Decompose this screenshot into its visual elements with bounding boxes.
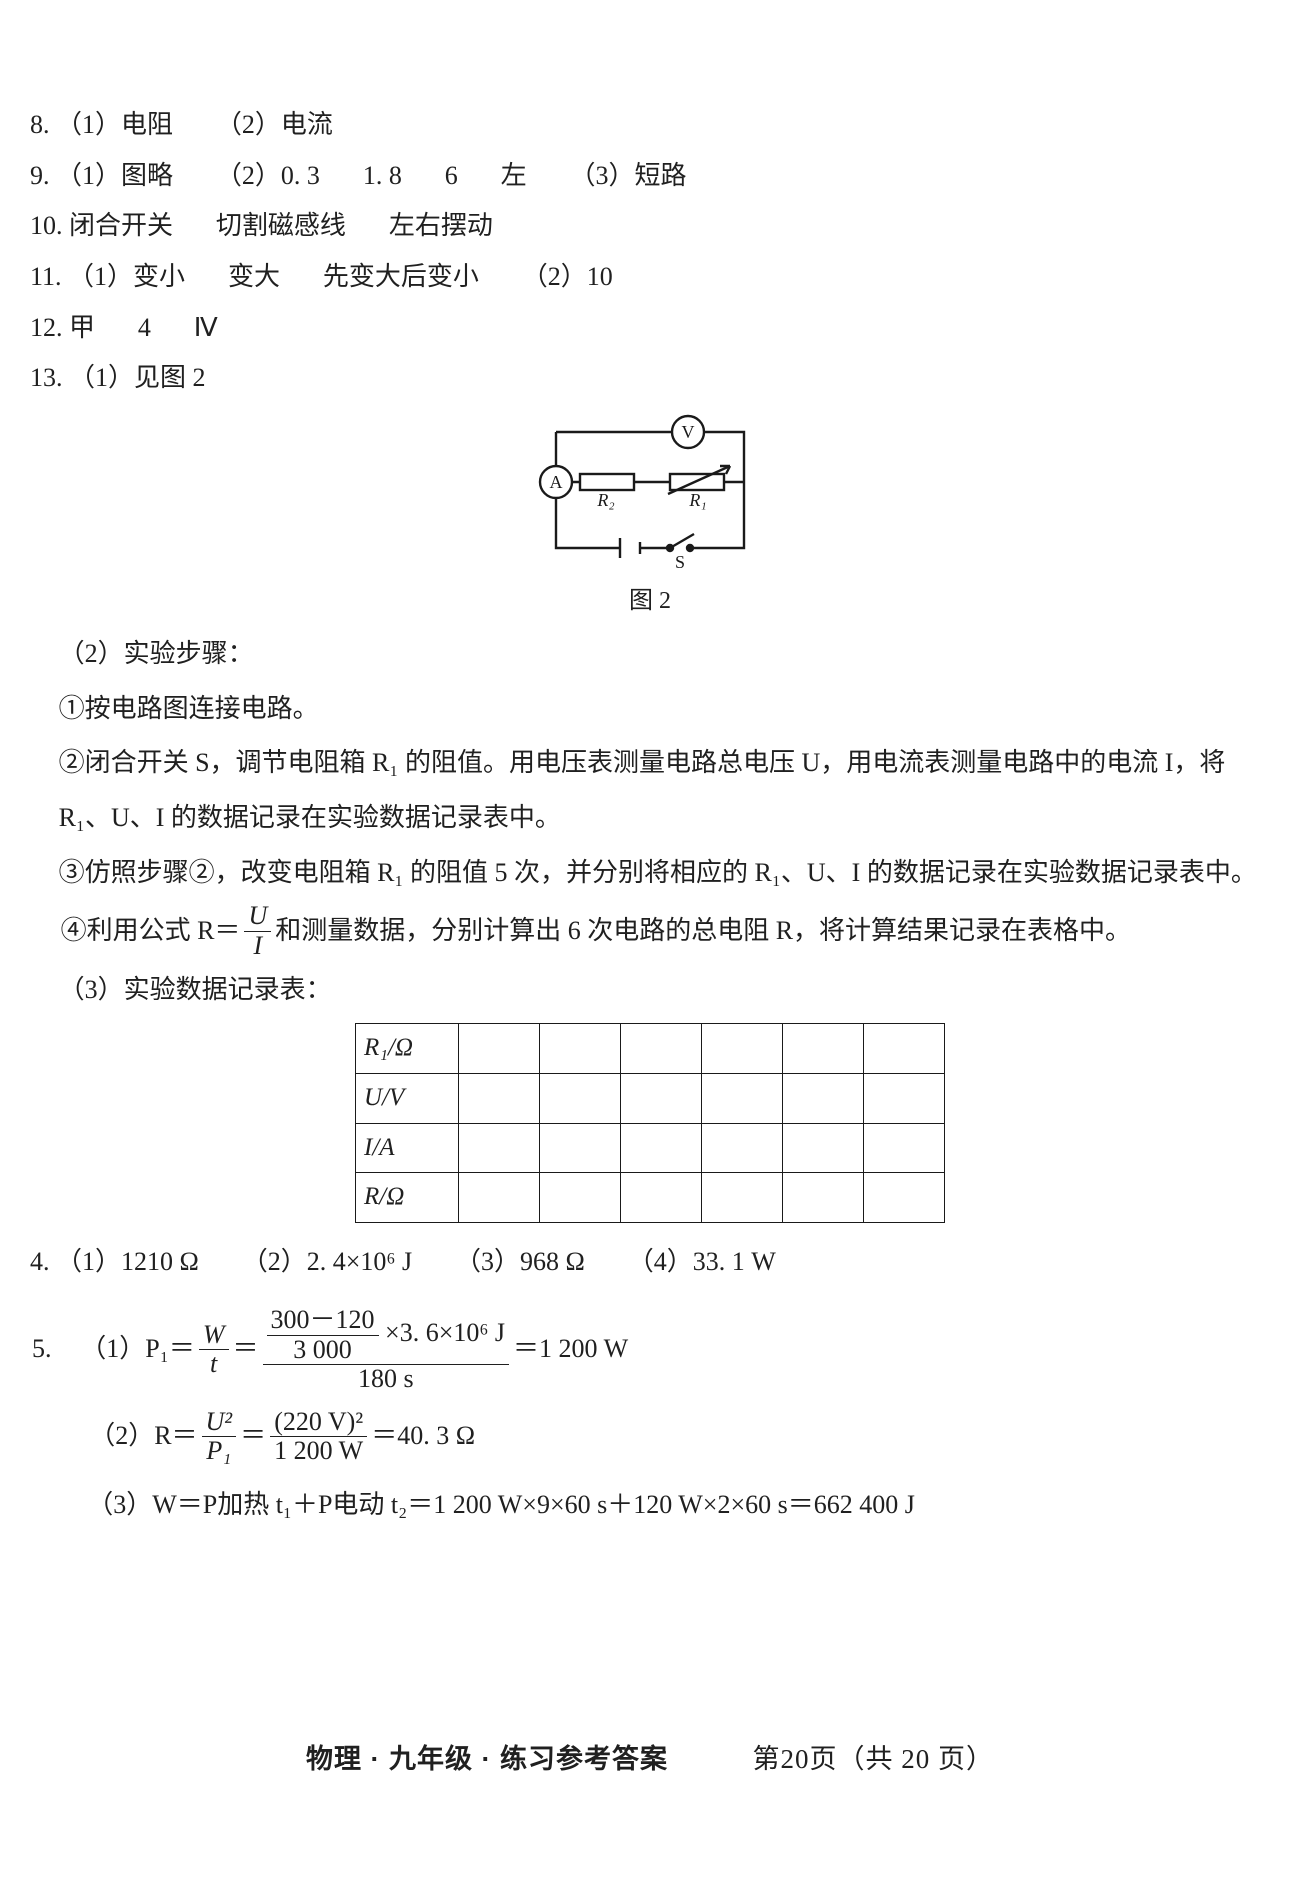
exp-step-1: ①按电路图连接电路。 — [30, 684, 1270, 735]
exp-step-2b: R₁、U、I 的数据记录在实验数据记录表中。 — [30, 793, 1270, 844]
table-row: U/V — [356, 1073, 945, 1123]
answer-12: 12. 甲 4 Ⅳ — [30, 303, 1270, 354]
lead: （2）R＝ — [89, 1411, 197, 1462]
exp-head-3: （3）实验数据记录表： — [30, 965, 1270, 1016]
exp-step-3: ③仿照步骤②，改变电阻箱 R₁ 的阻值 5 次，并分别将相应的 R₁、U、I 的… — [30, 848, 1270, 899]
circuit-diagram-icon: V A R₂ R₁ S — [520, 410, 780, 580]
data-record-table: R₁/Ω U/V I/A R/Ω — [355, 1023, 945, 1223]
fraction: (220 V)² 1 200 W — [270, 1408, 367, 1466]
num: 12. — [30, 313, 63, 342]
part: （2）10 — [522, 262, 613, 291]
part: （1）见图 2 — [69, 363, 206, 392]
num: 8. — [30, 110, 50, 139]
table-row: R/Ω — [356, 1173, 945, 1223]
val: 甲 — [69, 313, 95, 342]
answer-15-eq2: （2）R＝ U² P₁ ＝ (220 V)² 1 200 W ＝40. 3 Ω — [30, 1408, 1270, 1466]
val: 左 — [501, 161, 527, 190]
val: Ⅳ — [194, 313, 218, 342]
val: 1. 8 — [363, 161, 402, 190]
num: 4. — [30, 1247, 50, 1276]
val: 4 — [138, 313, 151, 342]
table-row: R₁/Ω — [356, 1024, 945, 1074]
answer-9: 9. （1）图略 （2）0. 3 1. 8 6 左 （3）短路 — [30, 151, 1270, 202]
big-fraction: 300－120 3 000 ×3. 6×10⁶ J 180 s — [263, 1306, 510, 1394]
val: 闭合开关 — [69, 211, 173, 240]
row-head: U/V — [356, 1073, 459, 1123]
exp-step-4: ④利用公式 R＝ U I 和测量数据，分别计算出 6 次电路的总电阻 R，将计算… — [30, 902, 1270, 960]
num: 10. — [30, 211, 63, 240]
answer-15-eq3: （3）W＝P加热 t₁＋P电动 t₂＝1 200 W×9×60 s＋120 W×… — [30, 1480, 1270, 1531]
part: （1）变小 — [68, 262, 185, 291]
answer-13: 13. （1）见图 2 — [30, 353, 1270, 404]
answer-10: 10. 闭合开关 切割磁感线 左右摆动 — [30, 201, 1270, 252]
tail: ＝1 200 W — [513, 1324, 628, 1375]
page-footer: 物理 · 九年级 · 练习参考答案 第20页（共 20 页） — [0, 1733, 1300, 1786]
text: 和测量数据，分别计算出 6 次电路的总电阻 R，将计算结果记录在表格中。 — [275, 906, 1131, 957]
r1-label: R₁ — [688, 490, 706, 510]
fraction: W t — [199, 1321, 229, 1379]
row-head: I/A — [356, 1123, 459, 1173]
footer-right: 第20页（共 20 页） — [753, 1744, 995, 1774]
voltmeter-label: V — [682, 422, 695, 442]
part: （3）短路 — [570, 161, 687, 190]
part: （1）电阻 — [56, 110, 173, 139]
val: 左右摆动 — [389, 211, 493, 240]
exp-step-2a: ②闭合开关 S，调节电阻箱 R₁ 的阻值。用电压表测量电路总电压 U，用电流表测… — [30, 738, 1270, 789]
val: 切割磁感线 — [216, 211, 346, 240]
answer-14: 4. （1）1210 Ω （2）2. 4×10⁶ J （3）968 Ω （4）3… — [30, 1237, 1270, 1288]
footer-left: 物理 · 九年级 · 练习参考答案 — [306, 1744, 668, 1774]
part: （3）968 Ω — [455, 1247, 585, 1276]
eq: ＝ — [233, 1324, 259, 1375]
num: 5. — [32, 1324, 52, 1375]
r2-label: R₂ — [596, 490, 614, 510]
part: （1）图略 — [56, 161, 173, 190]
answer-15-eq1: 5. （1）P₁＝ W t ＝ 300－120 3 000 ×3. 6×10⁶ … — [30, 1306, 1270, 1394]
row-head: R₁/Ω — [356, 1024, 459, 1074]
fraction: U² P₁ — [202, 1408, 237, 1466]
table-row: I/A — [356, 1123, 945, 1173]
row-head: R/Ω — [356, 1173, 459, 1223]
lead: （1）P₁＝ — [80, 1324, 195, 1375]
part: （1）1210 Ω — [56, 1247, 199, 1276]
page: 8. （1）电阻 （2）电流 9. （1）图略 （2）0. 3 1. 8 6 左… — [0, 0, 1300, 1896]
figure-2: V A R₂ R₁ S 图 2 — [30, 410, 1270, 625]
val: 6 — [445, 161, 458, 190]
num: 11. — [30, 262, 62, 291]
answer-8: 8. （1）电阻 （2）电流 — [30, 100, 1270, 151]
switch-label: S — [675, 552, 685, 572]
num: 9. — [30, 161, 50, 190]
figure-caption: 图 2 — [30, 578, 1270, 625]
val: 先变大后变小 — [323, 262, 479, 291]
part: （2）2. 4×10⁶ J — [242, 1247, 412, 1276]
fraction: U I — [244, 902, 271, 960]
answer-11: 11. （1）变小 变大 先变大后变小 （2）10 — [30, 252, 1270, 303]
ammeter-label: A — [550, 472, 563, 492]
num: 13. — [30, 363, 63, 392]
part: （2）0. 3 — [216, 161, 320, 190]
eq: ＝ — [240, 1411, 266, 1462]
val: 变大 — [228, 262, 280, 291]
exp-head-2: （2）实验步骤： — [30, 629, 1270, 680]
text: ④利用公式 R＝ — [61, 906, 241, 957]
part: （4）33. 1 W — [628, 1247, 776, 1276]
part: （2）电流 — [216, 110, 333, 139]
tail: ＝40. 3 Ω — [371, 1411, 475, 1462]
